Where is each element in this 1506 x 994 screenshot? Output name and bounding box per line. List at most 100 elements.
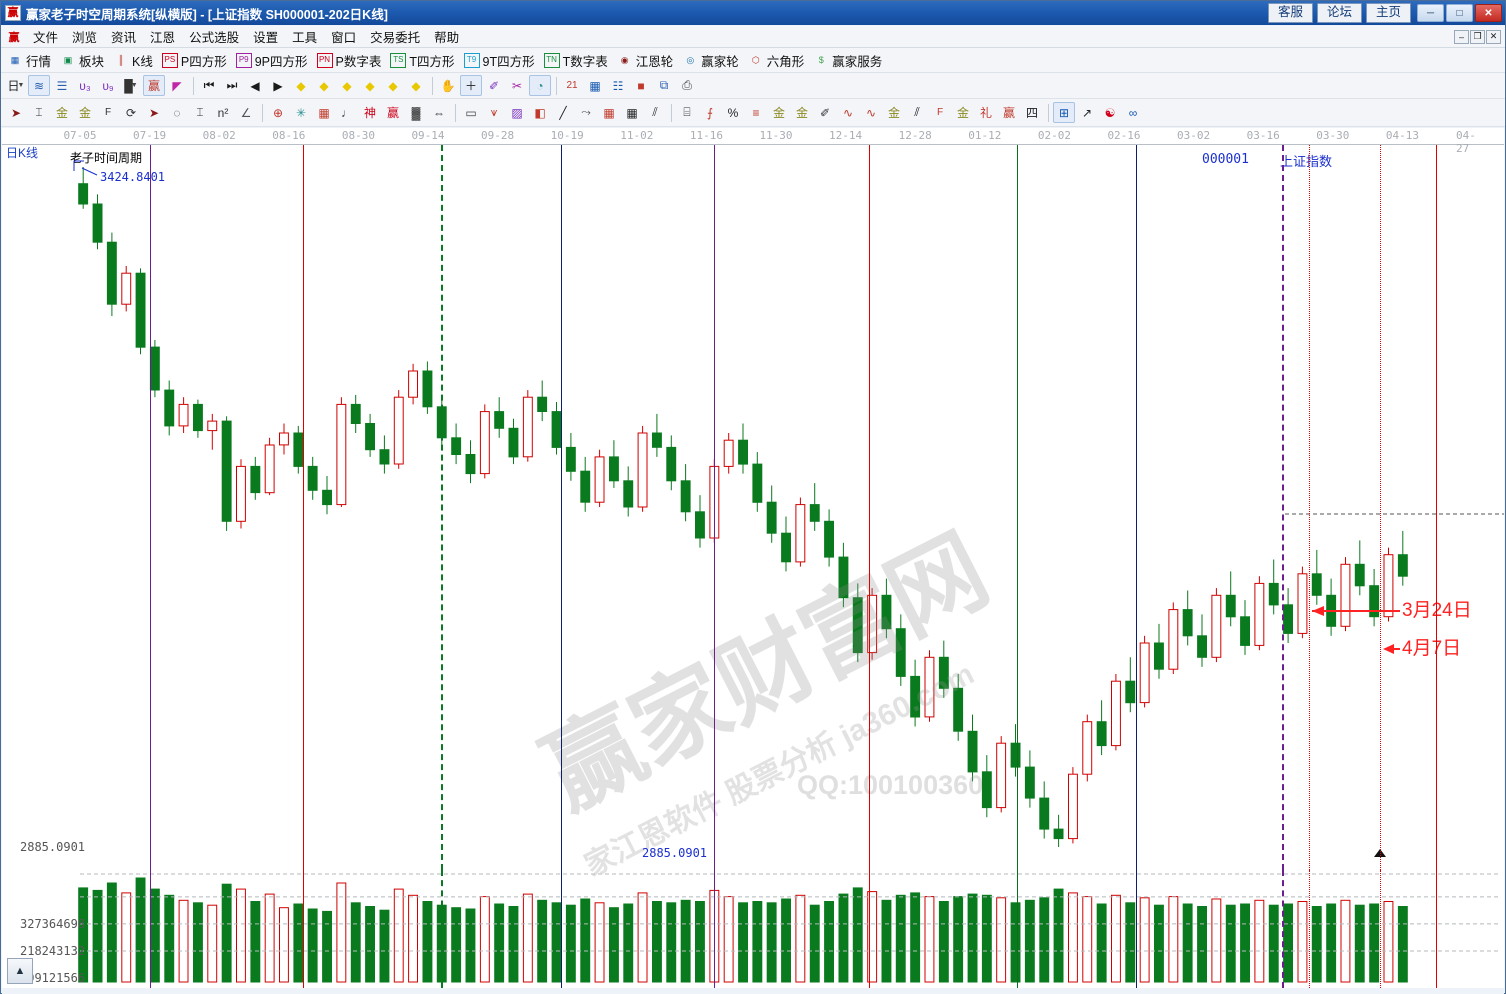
menu-item-tools[interactable]: 工具 bbox=[292, 31, 318, 45]
gold-ratio-icon[interactable]: 金 bbox=[51, 102, 73, 123]
chart-area[interactable]: 07-05 07-19 08-02 08-16 08-30 09-14 09-28 10-19… bbox=[2, 128, 1504, 988]
brain-icon[interactable]: ◔ bbox=[529, 75, 551, 96]
gold-fan-icon[interactable]: 金 bbox=[883, 102, 905, 123]
minimize-icon[interactable]: ─ bbox=[1417, 4, 1444, 22]
box-fan-icon[interactable]: ▨ bbox=[506, 102, 528, 123]
taiji-icon[interactable]: ☯ bbox=[1099, 102, 1121, 123]
percent-icon[interactable]: % bbox=[722, 102, 744, 123]
diamond-minus-icon[interactable]: ◆ bbox=[382, 75, 404, 96]
layout-grid-icon[interactable]: ⊞ bbox=[1053, 102, 1075, 123]
price-pane[interactable]: 老子时间周期 3424.8401 000001 上证指数 3月24日 4月7日 … bbox=[2, 145, 1504, 883]
percent-levels-icon[interactable]: ≡ bbox=[745, 102, 767, 123]
toolbar-p-square[interactable]: PS P四方形 bbox=[161, 51, 227, 70]
menu-item-file[interactable]: 文件 bbox=[33, 31, 59, 45]
time-ruler-icon[interactable]: ⌶ bbox=[28, 102, 50, 123]
maximize-icon[interactable]: □ bbox=[1446, 4, 1473, 22]
target-cross-icon[interactable]: ⊕ bbox=[267, 102, 289, 123]
pointer-ruler-icon[interactable]: ➤ bbox=[143, 102, 165, 123]
wave-levels-2-icon[interactable]: ∿ bbox=[860, 102, 882, 123]
homepage-button[interactable]: 主页 bbox=[1365, 3, 1411, 23]
wave-levels-icon[interactable]: ∿ bbox=[837, 102, 859, 123]
shen-icon[interactable]: 神 bbox=[359, 102, 381, 123]
volume-profile-icon[interactable]: ◤ bbox=[166, 75, 188, 96]
toolbar-hexagon[interactable]: ⬡ 六角形 bbox=[748, 51, 804, 70]
parallel-channel-icon[interactable]: ⫽ bbox=[644, 102, 666, 123]
menu-item-help[interactable]: 帮助 bbox=[434, 31, 460, 45]
grid-red-icon[interactable]: ▦ bbox=[598, 102, 620, 123]
trend-lines-icon[interactable]: ╱ bbox=[552, 102, 574, 123]
menu-item-window[interactable]: 窗口 bbox=[331, 31, 357, 45]
overlay-icon[interactable]: ≋ bbox=[28, 75, 50, 96]
menu-item-settings[interactable]: 设置 bbox=[253, 31, 279, 45]
mdi-close-icon[interactable]: ✕ bbox=[1486, 29, 1501, 44]
win-icon[interactable]: 赢 bbox=[382, 102, 404, 123]
gold-levels-icon[interactable]: 金 bbox=[791, 102, 813, 123]
menu-item-trade-order[interactable]: 交易委托 bbox=[370, 31, 421, 45]
diamond-fit-icon[interactable]: ◆ bbox=[405, 75, 427, 96]
hand-icon[interactable]: ✋ bbox=[437, 75, 459, 96]
diamond-both-icon[interactable]: ◆ bbox=[336, 75, 358, 96]
gold-ratio-2-icon[interactable]: 金 bbox=[74, 102, 96, 123]
li-fan-icon[interactable]: 礼 bbox=[975, 102, 997, 123]
play-forward-icon[interactable]: ▶ bbox=[267, 75, 289, 96]
menu-item-news[interactable]: 资讯 bbox=[111, 31, 137, 45]
number-grid-icon[interactable]: ▓ bbox=[405, 102, 427, 123]
calendar-day-icon[interactable]: 日 ▼ bbox=[5, 75, 27, 96]
diamond-right-icon[interactable]: ◆ bbox=[313, 75, 335, 96]
target-star-icon[interactable]: ✳ bbox=[290, 102, 312, 123]
toolbar-9p-square[interactable]: P9 9P四方形 bbox=[235, 51, 308, 70]
slope-fan-icon[interactable]: ⫽ bbox=[906, 102, 928, 123]
close-icon[interactable]: ✕ bbox=[1475, 4, 1502, 22]
grid-black-icon[interactable]: ▦ bbox=[621, 102, 643, 123]
forum-button[interactable]: 论坛 bbox=[1316, 3, 1362, 23]
circle-cycle-icon[interactable]: ◌ bbox=[166, 102, 188, 123]
pen-levels-icon[interactable]: ✐ bbox=[814, 102, 836, 123]
ying-fan-icon[interactable]: 赢 bbox=[998, 102, 1020, 123]
toolbar-winner-service[interactable]: $ 赢家服务 bbox=[813, 51, 883, 70]
skip-back-icon[interactable]: ⏮ bbox=[198, 75, 220, 96]
trash-drawing-icon[interactable]: ✂ bbox=[506, 75, 528, 96]
line-chart-icon[interactable]: ↗ bbox=[1076, 102, 1098, 123]
toolbar-sector[interactable]: ▣ 板块 bbox=[60, 51, 104, 70]
skip-forward-icon[interactable]: ⏭ bbox=[221, 75, 243, 96]
floppy-save-icon[interactable]: ■ bbox=[630, 75, 652, 96]
gann-fan-icon[interactable]: ➤ bbox=[5, 102, 27, 123]
zigzag-icon[interactable]: ⤳ bbox=[575, 102, 597, 123]
percent-marker-icon[interactable]: ♩ bbox=[336, 102, 358, 123]
calendar-21-icon[interactable]: 21 bbox=[561, 75, 583, 96]
spreadsheet-icon[interactable]: ▦ bbox=[584, 75, 606, 96]
toolbar-t-number-table[interactable]: TN T数字表 bbox=[543, 51, 608, 70]
candle-icon[interactable]: █ ▼ bbox=[120, 75, 142, 96]
grid-target-icon[interactable]: ▦ bbox=[313, 102, 335, 123]
winner-logo-icon[interactable]: 赢 bbox=[143, 75, 165, 96]
toolbar-kline[interactable]: ║ K线 bbox=[113, 51, 153, 70]
diamond-left-icon[interactable]: ◆ bbox=[290, 75, 312, 96]
play-back-icon[interactable]: ◀ bbox=[244, 75, 266, 96]
wave-3-icon[interactable]: ᴜ₃ bbox=[74, 75, 96, 96]
toolbar-9t-square[interactable]: T9 9T四方形 bbox=[463, 51, 535, 70]
chevron-down-icon[interactable]: ▼ bbox=[130, 82, 138, 89]
chevron-down-icon[interactable]: ▼ bbox=[17, 82, 25, 89]
diamond-plus-icon[interactable]: ◆ bbox=[359, 75, 381, 96]
scroll-top-button[interactable]: ▲ bbox=[7, 958, 33, 984]
infinity-icon[interactable]: ∞ bbox=[1122, 102, 1144, 123]
menu-item-browse[interactable]: 浏览 bbox=[72, 31, 98, 45]
toolbar-winner-wheel[interactable]: ◎ 赢家轮 bbox=[682, 51, 738, 70]
time-bars-icon[interactable]: ⌶ bbox=[189, 102, 211, 123]
mdi-restore-icon[interactable]: ❐ bbox=[1470, 29, 1485, 44]
book-icon[interactable]: ⌸ bbox=[676, 102, 698, 123]
n-squared-icon[interactable]: n² bbox=[212, 102, 234, 123]
notebook-icon[interactable]: ☷ bbox=[607, 75, 629, 96]
toolbar-gann-wheel[interactable]: ◉ 江恩轮 bbox=[617, 51, 673, 70]
volume-pane[interactable] bbox=[2, 870, 1504, 988]
box-diagonal-icon[interactable]: ◧ bbox=[529, 102, 551, 123]
printer-icon[interactable]: ⎙ bbox=[676, 75, 698, 96]
measure-span-icon[interactable]: ⇔ bbox=[428, 102, 450, 123]
menu-item-formula-stock-pick[interactable]: 公式选股 bbox=[189, 31, 240, 45]
mdi-minimize-icon[interactable]: – bbox=[1454, 29, 1469, 44]
gold-circle-icon[interactable]: 金 bbox=[768, 102, 790, 123]
copy-icon[interactable]: ⧉ bbox=[653, 75, 675, 96]
document-icon[interactable]: ☰ bbox=[51, 75, 73, 96]
toolbar-quotes[interactable]: ▦ 行情 bbox=[7, 51, 51, 70]
angle-icon[interactable]: ∠ bbox=[235, 102, 257, 123]
